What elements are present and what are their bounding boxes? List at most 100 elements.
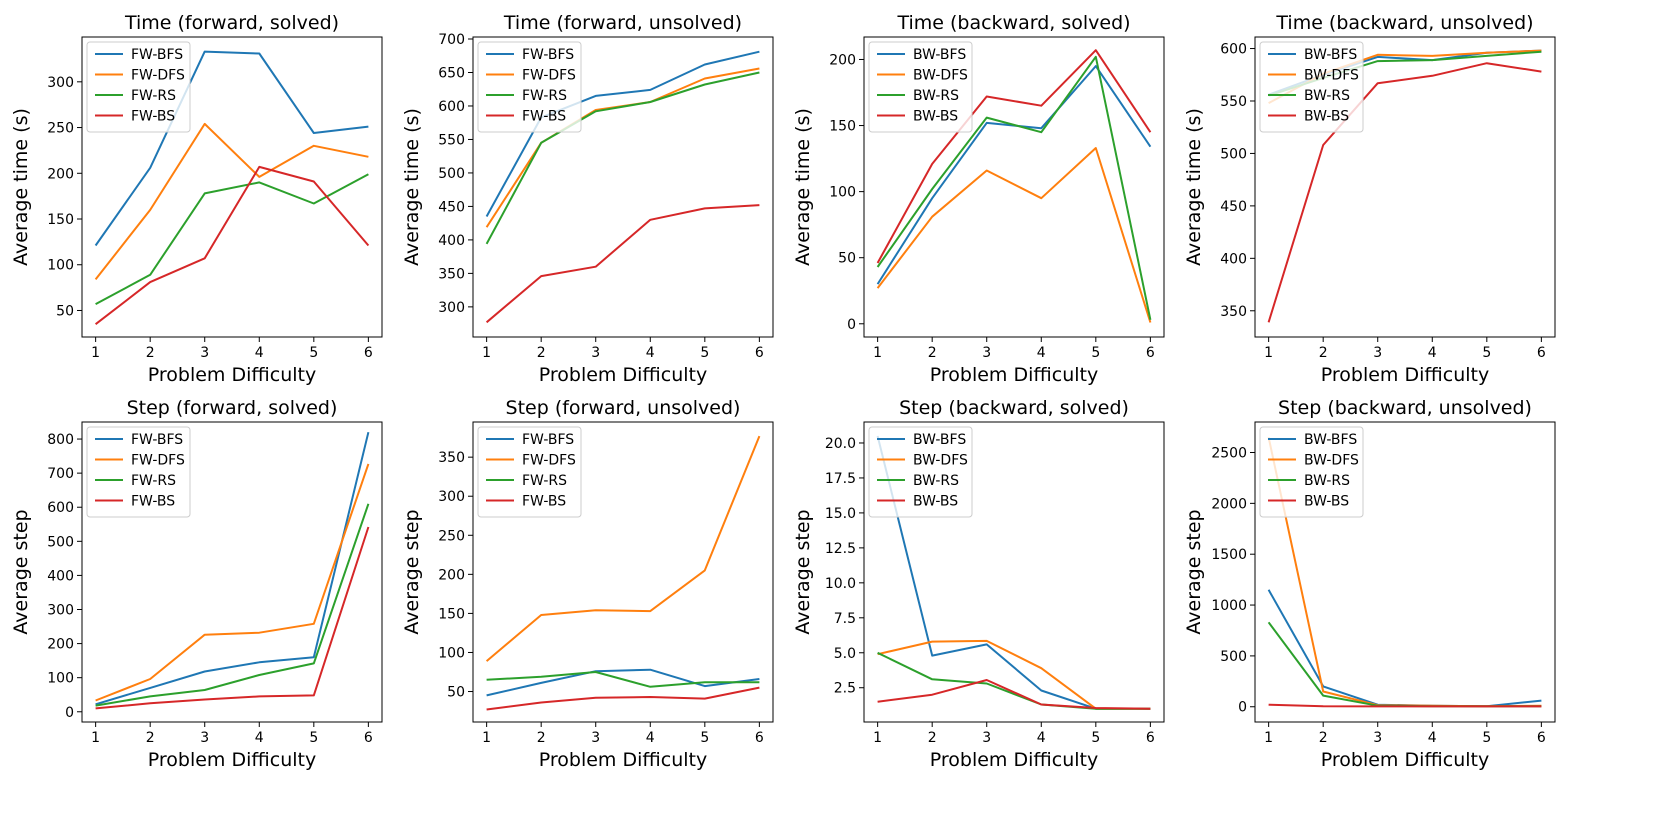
x-tick-label: 5 bbox=[1091, 730, 1100, 746]
y-tick-label: 600 bbox=[1220, 42, 1247, 58]
x-tick-label: 1 bbox=[482, 345, 491, 361]
x-tick-label: 1 bbox=[91, 345, 100, 361]
x-tick-label: 4 bbox=[1037, 730, 1046, 746]
subplot-7: Step (backward, solved) 1 2 3 4 5 6 2.5 5.0 7.5 10… bbox=[792, 397, 1165, 771]
subplot-3: Time (backward, solved) 1 2 3 4 5 6 0 50 100 150 20… bbox=[792, 12, 1165, 386]
x-tick-label: 3 bbox=[200, 730, 209, 746]
y-tick-label: 20.0 bbox=[825, 436, 856, 452]
legend: BW-BFS BW-DFS BW-RS BW-BS bbox=[1259, 426, 1364, 518]
y-tick-label: 0 bbox=[65, 705, 74, 721]
chart-title: Step (forward, unsolved) bbox=[506, 397, 741, 419]
y-tick-label: 500 bbox=[47, 534, 74, 550]
legend-label: FW-BS bbox=[131, 494, 175, 510]
y-tick-label: 12.5 bbox=[825, 541, 856, 557]
y-tick-label: 450 bbox=[1220, 199, 1247, 215]
x-tick-label: 3 bbox=[982, 730, 991, 746]
x-tick-label: 4 bbox=[255, 345, 264, 361]
series-line-fw-rs bbox=[95, 173, 369, 305]
y-tick-label: 600 bbox=[47, 500, 74, 516]
series-group bbox=[876, 435, 1151, 710]
x-tick-label: 5 bbox=[309, 730, 318, 746]
y-tick-label: 50 bbox=[838, 251, 856, 267]
legend-label: BW-DFS bbox=[913, 68, 968, 84]
x-tick-label: 4 bbox=[255, 730, 264, 746]
legend-label: BW-BFS bbox=[1304, 47, 1357, 63]
series-group bbox=[1267, 437, 1542, 708]
legend-label: FW-RS bbox=[522, 473, 567, 489]
y-tick-label: 500 bbox=[438, 166, 465, 182]
axes-frame bbox=[81, 36, 383, 338]
legend-label: FW-DFS bbox=[522, 453, 576, 469]
subplot-4: Time (backward, unsolved) 1 2 3 4 5 6 350 400 450… bbox=[1183, 12, 1556, 386]
x-tick-label: 5 bbox=[700, 345, 709, 361]
y-tick-label: 2000 bbox=[1211, 496, 1247, 512]
x-tick-label: 2 bbox=[537, 345, 546, 361]
chart-title: Time (backward, unsolved) bbox=[1275, 12, 1533, 34]
series-line-bw-rs bbox=[877, 651, 1151, 710]
y-tick-label: 800 bbox=[47, 432, 74, 448]
y-tick-label: 550 bbox=[438, 132, 465, 148]
y-tick-label: 10.0 bbox=[825, 576, 856, 592]
x-tick-label: 2 bbox=[146, 730, 155, 746]
y-axis-label: Average step bbox=[401, 509, 423, 634]
x-tick-label: 3 bbox=[200, 345, 209, 361]
legend-box bbox=[477, 41, 582, 133]
series-line-fw-bfs bbox=[94, 50, 369, 247]
series-line-fw-bfs bbox=[486, 668, 760, 697]
axes-frame bbox=[472, 36, 774, 338]
axes-frame bbox=[863, 36, 1165, 338]
x-axis-label: Problem Difficulty bbox=[930, 364, 1098, 386]
legend-label: FW-BFS bbox=[522, 432, 574, 448]
legend-label: BW-RS bbox=[913, 88, 959, 104]
x-tick-label: 2 bbox=[1319, 345, 1328, 361]
y-tick-label: 700 bbox=[438, 32, 465, 48]
y-tick-label: 100 bbox=[47, 671, 74, 687]
series-line-bw-bs bbox=[1267, 62, 1542, 323]
x-axis-label: Problem Difficulty bbox=[1321, 749, 1489, 771]
series-line-fw-bs bbox=[95, 526, 370, 710]
legend-label: BW-RS bbox=[1304, 88, 1350, 104]
series-line-bw-dfs bbox=[877, 639, 1151, 710]
series-line-fw-bs bbox=[485, 204, 760, 324]
y-tick-label: 150 bbox=[829, 119, 856, 135]
y-tick-label: 200 bbox=[47, 166, 74, 182]
y-tick-label: 400 bbox=[47, 568, 74, 584]
series-line-fw-rs bbox=[485, 71, 760, 245]
legend-label: FW-RS bbox=[131, 88, 176, 104]
x-tick-label: 4 bbox=[1428, 345, 1437, 361]
legend-label: FW-RS bbox=[131, 473, 176, 489]
y-tick-label: 100 bbox=[47, 258, 74, 274]
series-line-fw-bs bbox=[486, 686, 760, 711]
x-tick-label: 4 bbox=[646, 345, 655, 361]
legend-label: BW-BS bbox=[913, 109, 958, 125]
axes-frame bbox=[1254, 36, 1556, 338]
legend-label: FW-BFS bbox=[522, 47, 574, 63]
series-group bbox=[485, 435, 761, 711]
series-line-fw-dfs bbox=[94, 122, 369, 281]
subplot-1: Time (forward, solved) 1 2 3 4 5 6 50 100 150 200 2… bbox=[10, 12, 383, 386]
x-axis-label: Problem Difficulty bbox=[1321, 364, 1489, 386]
x-tick-label: 3 bbox=[1373, 730, 1382, 746]
x-tick-label: 5 bbox=[309, 345, 318, 361]
legend-label: BW-RS bbox=[1304, 473, 1350, 489]
x-tick-label: 6 bbox=[1537, 345, 1546, 361]
x-tick-label: 3 bbox=[591, 730, 600, 746]
x-tick-label: 2 bbox=[537, 730, 546, 746]
series-group bbox=[485, 50, 760, 324]
y-tick-label: 500 bbox=[1220, 146, 1247, 162]
y-tick-label: 1500 bbox=[1211, 547, 1247, 563]
legend-label: FW-DFS bbox=[131, 68, 185, 84]
legend-label: FW-BS bbox=[522, 109, 566, 125]
y-tick-label: 300 bbox=[438, 489, 465, 505]
axes-frame bbox=[81, 421, 383, 723]
series-line-bw-bs bbox=[876, 49, 1152, 264]
series-line-bw-bfs bbox=[1267, 589, 1542, 708]
chart-title: Step (backward, solved) bbox=[899, 397, 1129, 419]
legend: FW-BFS FW-DFS FW-RS FW-BS bbox=[477, 41, 582, 133]
y-tick-label: 7.5 bbox=[834, 611, 856, 627]
legend-box bbox=[477, 426, 582, 518]
x-tick-label: 1 bbox=[873, 730, 882, 746]
y-tick-label: 350 bbox=[1220, 304, 1247, 320]
chart-title: Time (forward, solved) bbox=[124, 12, 339, 34]
legend-label: BW-BFS bbox=[913, 47, 966, 63]
